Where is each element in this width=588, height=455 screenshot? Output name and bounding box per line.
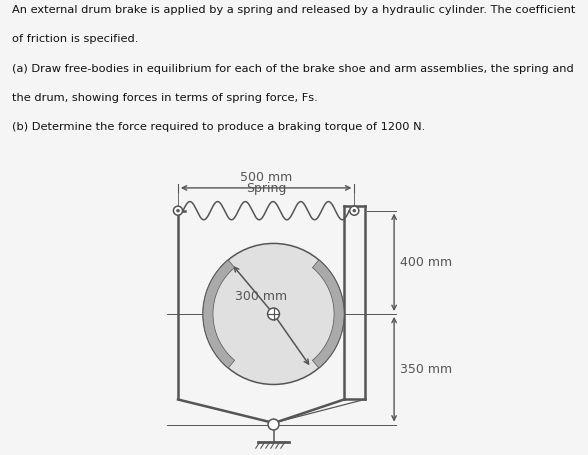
- Text: of friction is specified.: of friction is specified.: [12, 34, 138, 44]
- Circle shape: [173, 206, 182, 215]
- Circle shape: [268, 308, 279, 320]
- Text: An external drum brake is applied by a spring and released by a hydraulic cylind: An external drum brake is applied by a s…: [12, 5, 575, 15]
- Text: (a) Draw free-bodies in equilibrium for each of the brake shoe and arm assemblie: (a) Draw free-bodies in equilibrium for …: [12, 64, 573, 74]
- Circle shape: [203, 243, 344, 384]
- Text: 350 mm: 350 mm: [400, 363, 452, 376]
- Text: 500 mm: 500 mm: [240, 171, 292, 184]
- Circle shape: [176, 209, 179, 212]
- Circle shape: [268, 419, 279, 430]
- Text: 400 mm: 400 mm: [400, 256, 452, 269]
- Text: 300 mm: 300 mm: [235, 290, 287, 303]
- Text: the drum, showing forces in terms of spring force, Fs.: the drum, showing forces in terms of spr…: [12, 93, 318, 103]
- Polygon shape: [312, 260, 344, 368]
- Text: (b) Determine the force required to produce a braking torque of 1200 N.: (b) Determine the force required to prod…: [12, 122, 425, 132]
- Polygon shape: [203, 260, 235, 368]
- Circle shape: [353, 209, 356, 212]
- Circle shape: [350, 206, 359, 215]
- Text: Spring: Spring: [246, 182, 286, 195]
